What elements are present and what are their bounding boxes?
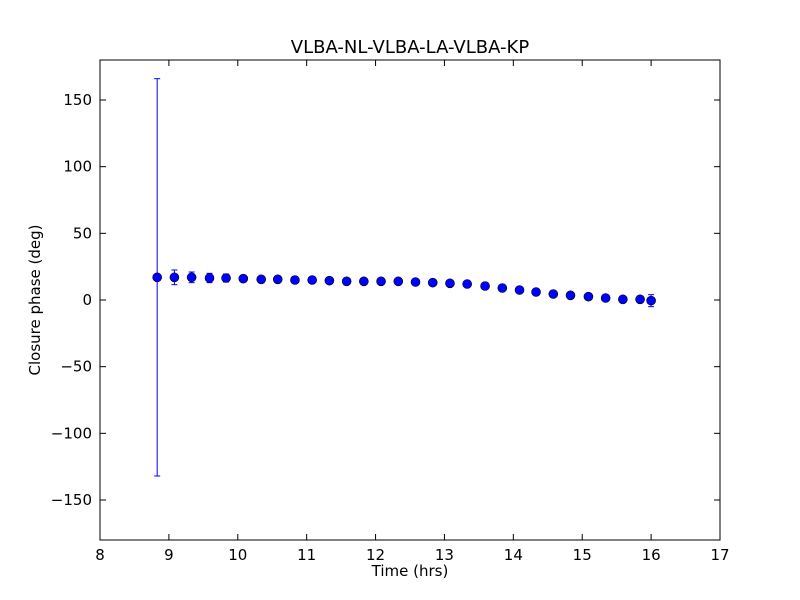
data-point — [221, 273, 231, 283]
x-tick-label: 12 — [366, 546, 385, 564]
data-point — [324, 275, 335, 286]
x-tick-label: 16 — [642, 546, 661, 564]
data-point — [497, 283, 508, 293]
data-point — [462, 279, 472, 289]
plot-frame — [99, 59, 721, 541]
x-tick-label: 8 — [95, 546, 105, 564]
data-point — [445, 278, 455, 289]
plot-area: 8 9 10 11 12 13 14 15 16 17 −150 −100 −50 0 50 100 150 — [51, 59, 730, 564]
data-point — [646, 295, 656, 306]
data-point — [548, 289, 559, 299]
y-tick-label: 0 — [82, 291, 92, 309]
data-point — [186, 272, 197, 283]
x-tick-label: 13 — [435, 546, 454, 564]
data-point — [152, 272, 162, 283]
data-point — [393, 276, 404, 287]
y-tick-label: −150 — [51, 491, 92, 509]
x-axis-label: Time (hrs) — [371, 562, 449, 580]
x-tick-label: 9 — [164, 546, 174, 564]
data-point — [600, 293, 611, 303]
x-tick-label: 11 — [297, 546, 316, 564]
data-point — [480, 281, 490, 291]
y-tick-label: 50 — [73, 224, 92, 242]
data-point — [531, 287, 541, 297]
data-point — [204, 273, 215, 283]
data-point — [359, 276, 369, 287]
data-point — [341, 276, 352, 287]
data-point — [635, 294, 645, 305]
data-point — [169, 272, 180, 283]
data-point — [290, 275, 300, 285]
data-point — [565, 290, 576, 301]
data-point — [618, 294, 628, 305]
data-point — [427, 277, 438, 288]
data-point — [410, 277, 421, 287]
data-point — [376, 276, 386, 287]
data-point — [238, 273, 249, 284]
data-point — [514, 285, 525, 295]
y-tick-label: −100 — [51, 424, 92, 442]
y-tick-label: 150 — [63, 91, 92, 109]
y-tick-label: 100 — [63, 158, 92, 176]
chart-title: VLBA-NL-VLBA-LA-VLBA-KP — [291, 37, 530, 58]
x-tick-label: 17 — [710, 546, 729, 564]
data-point — [307, 275, 317, 285]
x-tick-label: 15 — [573, 546, 592, 564]
data-point — [272, 274, 283, 285]
y-axis-label: Closure phase (deg) — [26, 225, 44, 376]
x-tick-label: 10 — [228, 546, 247, 564]
y-tick-label: −50 — [60, 358, 92, 376]
data-point — [256, 274, 267, 285]
data-point — [583, 291, 594, 302]
x-tick-label: 14 — [504, 546, 523, 564]
